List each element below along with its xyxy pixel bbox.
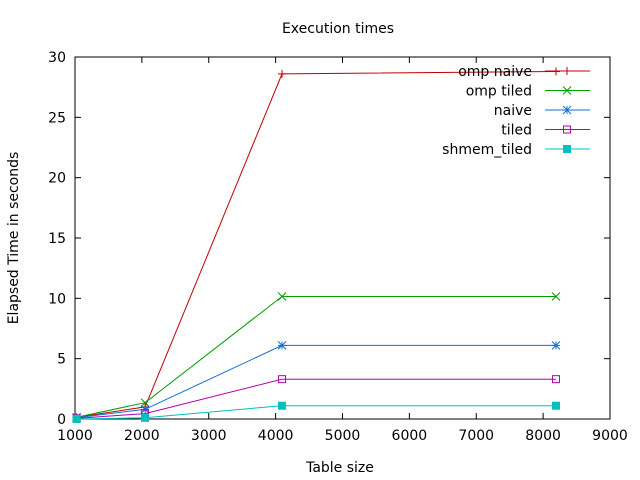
data-point <box>551 292 561 301</box>
data-point <box>551 341 561 350</box>
x-axis-label: Table size <box>305 460 374 476</box>
series-lines <box>72 67 561 423</box>
data-point <box>278 69 287 78</box>
data-point <box>278 401 287 410</box>
data-point <box>141 413 150 422</box>
legend-label: naive <box>494 103 532 119</box>
y-tick-label: 10 <box>48 291 66 307</box>
y-tick-label: 20 <box>48 171 66 187</box>
y-tick-label: 15 <box>48 231 66 247</box>
series-line-0 <box>76 71 557 418</box>
y-tick-label: 5 <box>57 352 66 368</box>
data-point <box>140 398 150 408</box>
x-tick-label: 3000 <box>191 428 227 444</box>
series-line-2 <box>76 344 556 419</box>
x-tick-label: 8000 <box>525 428 561 444</box>
data-point <box>140 404 150 414</box>
legend-marker <box>563 67 571 75</box>
x-tick-label: 6000 <box>392 428 428 444</box>
chart-title: Execution times <box>282 21 394 37</box>
y-tick-label: 25 <box>48 110 66 126</box>
x-tick-label: 9000 <box>592 428 628 444</box>
x-tick-label: 4000 <box>258 428 294 444</box>
series-line-1 <box>76 296 556 418</box>
legend-label: shmem_tiled <box>442 142 532 158</box>
y-tick-label: 30 <box>48 50 66 66</box>
legend-marker <box>562 86 572 95</box>
x-tick-label: 1000 <box>57 428 93 444</box>
legend-label: omp naive <box>458 64 532 80</box>
data-point <box>278 375 287 384</box>
x-tick-label: 5000 <box>325 428 361 444</box>
x-tick-label: 2000 <box>124 428 160 444</box>
data-point <box>277 341 287 350</box>
legend-marker <box>563 125 571 134</box>
legend-marker <box>562 105 572 115</box>
data-point <box>551 401 560 410</box>
y-tick-label: 0 <box>57 412 66 428</box>
data-point <box>277 292 287 301</box>
x-tick-label: 7000 <box>458 428 494 444</box>
data-point <box>72 415 81 423</box>
legend-label: omp tiled <box>466 84 532 100</box>
legend-label: tiled <box>501 123 532 139</box>
data-point <box>551 375 560 384</box>
legend-marker <box>563 145 571 153</box>
series-line-4 <box>76 405 556 420</box>
legend: omp naive omp tiled naive tiled shmem_tiled <box>442 64 590 158</box>
axis-ticks: 1000 2000 3000 4000 5000 6000 7000 8000 9000 0 5 10… <box>48 50 628 444</box>
y-axis-label: Elapsed Time in seconds <box>6 152 22 325</box>
series-line-3 <box>76 378 556 419</box>
